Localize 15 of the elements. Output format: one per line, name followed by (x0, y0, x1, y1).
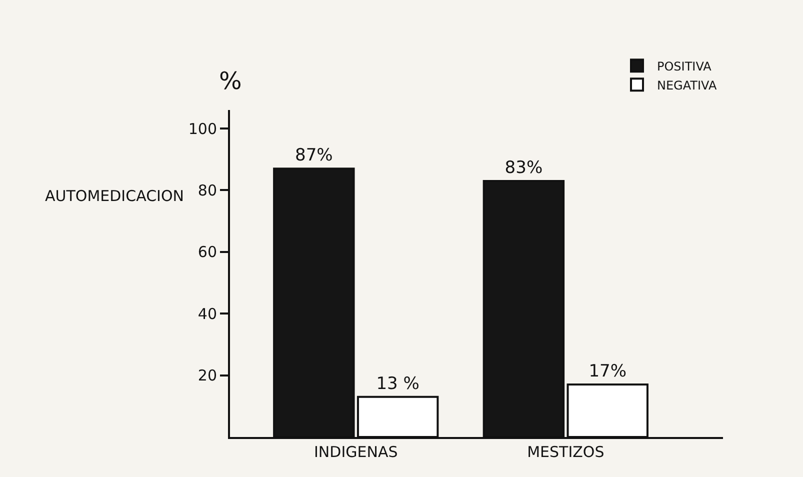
data-label: 83% (504, 158, 543, 178)
text: AUTOMEDICACION (45, 187, 184, 205)
legend-label: NEGATIVA (657, 78, 718, 92)
data-label: 13 % (376, 374, 420, 394)
y-tick-label: 80 (198, 181, 217, 200)
x-tick-label: INDIGENAS (314, 443, 398, 461)
legend-label: POSITIVA (657, 59, 712, 74)
y-tick-label: 40 (198, 304, 217, 323)
y-tick-label: 100 (188, 120, 217, 138)
data-label: 87% (295, 146, 333, 166)
y-axis-title: % (219, 67, 242, 95)
data-label: 17% (588, 362, 627, 382)
y-tick-label: 20 (198, 366, 217, 385)
y-tick-label: 60 (198, 243, 217, 262)
x-tick-label: MESTIZOS (527, 443, 604, 461)
